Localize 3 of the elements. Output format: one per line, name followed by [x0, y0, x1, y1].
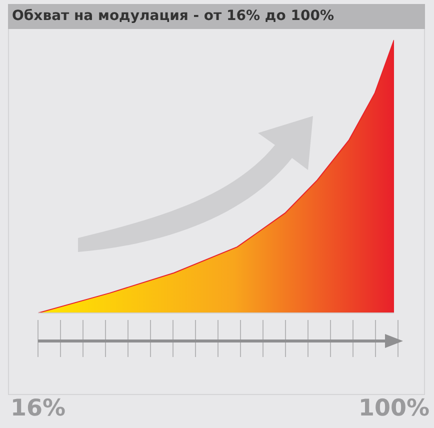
x-tick-label: 100% [358, 395, 430, 422]
chart-title: Обхват на модулация - от 16% до 100% [8, 4, 425, 29]
x-tick-label: 16% [10, 395, 66, 422]
